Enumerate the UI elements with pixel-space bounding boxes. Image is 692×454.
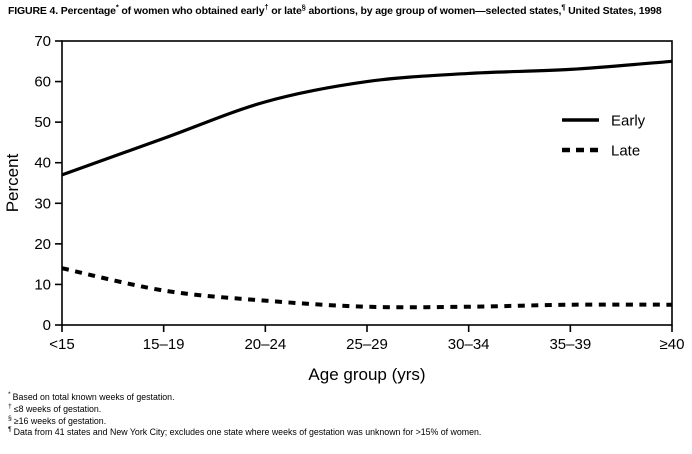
legend-early-label: Early	[611, 113, 646, 130]
footnotes: * Based on total known weeks of gestation…	[8, 391, 686, 439]
title-footnote-marker: *	[115, 2, 119, 12]
footnote: * Based on total known weeks of gestation…	[8, 391, 686, 404]
title-text: or late	[268, 5, 302, 17]
x-tick-label: 25–29	[346, 336, 388, 353]
x-tick-label: 15–19	[143, 336, 185, 353]
y-tick-label: 20	[34, 236, 51, 253]
footnote-marker: *	[8, 391, 11, 399]
footnote-text: ≥16 weeks of gestation.	[13, 415, 107, 426]
y-tick-label: 10	[34, 276, 51, 293]
title-footnote-marker: †	[264, 2, 269, 12]
figure-title: FIGURE 4. Percentage* of women who obtai…	[8, 2, 686, 18]
title-text: United States, 1998	[565, 5, 662, 17]
late-line	[61, 266, 673, 310]
y-axis-title: Percent	[3, 153, 22, 212]
x-tick-label: 20–24	[244, 336, 286, 353]
y-tick-label: 70	[34, 33, 51, 50]
title-footnote-marker: ¶	[561, 2, 566, 12]
x-tick-label: ≥40	[660, 336, 685, 353]
x-tick-label: 30–34	[448, 336, 490, 353]
footnote: ¶ Data from 41 states and New York City; …	[8, 427, 686, 439]
early-line	[61, 59, 673, 177]
x-tick-label: 35–39	[549, 336, 591, 353]
line-chart: 0 10 20 30 40 50 60 70 <15 15–19 20–24 25–29 30–34 35…	[3, 33, 685, 384]
footnote-marker: ¶	[8, 426, 12, 434]
footnote-text: Based on total known weeks of gestation.	[12, 392, 175, 402]
footnote: § ≥16 weeks of gestation.	[8, 414, 686, 428]
x-axis-title: Age group (yrs)	[308, 365, 425, 384]
title-text: abortions, by age group of women—selecte…	[305, 5, 562, 17]
title-text: of women who obtained early	[118, 5, 265, 17]
title-footnote-marker: §	[301, 2, 306, 12]
legend-late-label: Late	[611, 143, 640, 160]
x-tick-label: <15	[49, 336, 74, 353]
footnote: † ≤8 weeks of gestation.	[8, 402, 686, 416]
plot-frame	[61, 40, 673, 326]
y-tick-label: 40	[34, 155, 51, 172]
y-tick-label: 60	[34, 74, 51, 91]
title-text: FIGURE 4. Percentage	[8, 5, 116, 17]
footnote-marker: †	[8, 402, 12, 410]
y-tick-label: 0	[43, 317, 51, 334]
footnote-text: ≤8 weeks of gestation.	[13, 403, 102, 414]
y-tick-label: 30	[34, 195, 51, 212]
footnote-marker: §	[8, 414, 12, 422]
y-tick-label: 50	[34, 114, 51, 131]
footnote-text: Data from 41 states and New York City; e…	[13, 427, 482, 438]
